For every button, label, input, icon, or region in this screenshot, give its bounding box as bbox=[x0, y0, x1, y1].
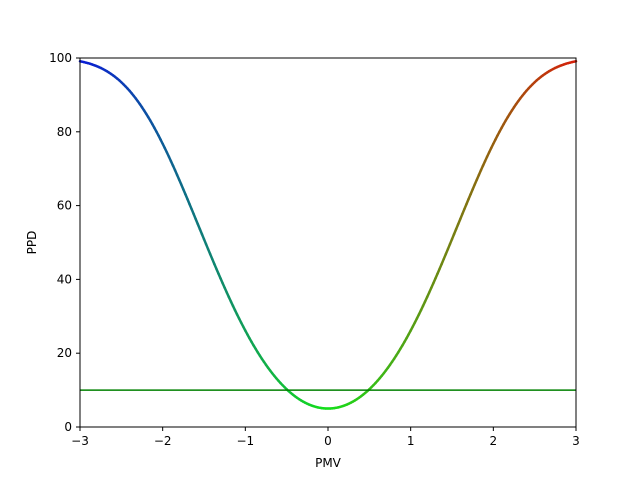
x-tick-label: 1 bbox=[407, 434, 415, 448]
x-tick-label: −2 bbox=[154, 434, 172, 448]
x-tick-label: −3 bbox=[71, 434, 89, 448]
x-tick-label: 0 bbox=[324, 434, 332, 448]
x-axis-label: PMV bbox=[315, 456, 342, 470]
x-axis-ticks: −3 −2 −1 0 1 2 3 bbox=[71, 427, 580, 448]
y-axis-label: PPD bbox=[25, 231, 39, 255]
y-tick-label: 40 bbox=[57, 272, 72, 286]
x-tick-label: 2 bbox=[490, 434, 498, 448]
y-tick-label: 20 bbox=[57, 346, 72, 360]
y-axis-ticks: 0 20 40 60 80 100 bbox=[49, 51, 80, 434]
y-tick-label: 100 bbox=[49, 51, 72, 65]
x-tick-label: 3 bbox=[572, 434, 580, 448]
x-tick-label: −1 bbox=[236, 434, 254, 448]
y-tick-label: 0 bbox=[64, 420, 72, 434]
ppd-curve bbox=[78, 60, 578, 410]
y-tick-label: 60 bbox=[57, 199, 72, 213]
y-tick-label: 80 bbox=[57, 125, 72, 139]
